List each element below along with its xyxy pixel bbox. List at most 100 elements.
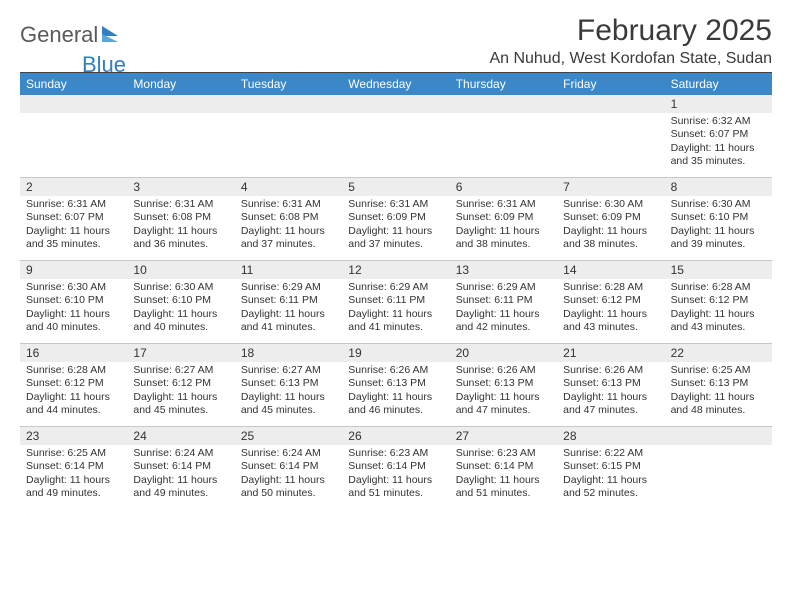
day-cell: Sunrise: 6:26 AMSunset: 6:13 PMDaylight:… (342, 362, 449, 426)
day-info-line: Sunrise: 6:31 AM (133, 198, 228, 211)
day-info-line: Daylight: 11 hours and 51 minutes. (348, 474, 443, 501)
day-info-line: Sunrise: 6:29 AM (456, 281, 551, 294)
day-info-line: Sunrise: 6:30 AM (671, 198, 766, 211)
day-cell (557, 113, 664, 177)
day-number: 5 (342, 178, 449, 196)
day-info-line: Sunrise: 6:31 AM (456, 198, 551, 211)
day-number: 18 (235, 344, 342, 362)
day-info-line: Daylight: 11 hours and 42 minutes. (456, 308, 551, 335)
week-row: Sunrise: 6:31 AMSunset: 6:07 PMDaylight:… (20, 196, 772, 261)
week-number-band: 16171819202122 (20, 344, 772, 362)
day-info-line: Daylight: 11 hours and 49 minutes. (26, 474, 121, 501)
day-number: 26 (342, 427, 449, 445)
day-info-line: Sunrise: 6:28 AM (671, 281, 766, 294)
day-cell: Sunrise: 6:28 AMSunset: 6:12 PMDaylight:… (557, 279, 664, 343)
day-info-line: Daylight: 11 hours and 50 minutes. (241, 474, 336, 501)
logo-text-blue: Blue (82, 52, 126, 78)
day-info-line: Sunset: 6:13 PM (241, 377, 336, 390)
week-number-band: 2345678 (20, 178, 772, 196)
day-number: 27 (450, 427, 557, 445)
day-info-line: Sunrise: 6:27 AM (241, 364, 336, 377)
day-number (557, 95, 664, 113)
day-info-line: Daylight: 11 hours and 45 minutes. (133, 391, 228, 418)
day-info-line: Sunset: 6:13 PM (348, 377, 443, 390)
logo-text-general: General (20, 22, 98, 48)
day-info-line: Sunrise: 6:25 AM (671, 364, 766, 377)
day-info-line: Daylight: 11 hours and 47 minutes. (563, 391, 658, 418)
day-info-line: Sunset: 6:14 PM (456, 460, 551, 473)
day-info-line: Sunset: 6:10 PM (671, 211, 766, 224)
day-info-line: Daylight: 11 hours and 43 minutes. (563, 308, 658, 335)
day-info-line: Sunset: 6:14 PM (348, 460, 443, 473)
day-info-line: Sunrise: 6:31 AM (26, 198, 121, 211)
day-cell (665, 445, 772, 509)
week-row: Sunrise: 6:25 AMSunset: 6:14 PMDaylight:… (20, 445, 772, 509)
calendar-page: General February 2025 An Nuhud, West Kor… (0, 0, 792, 523)
day-cell: Sunrise: 6:27 AMSunset: 6:12 PMDaylight:… (127, 362, 234, 426)
day-cell: Sunrise: 6:26 AMSunset: 6:13 PMDaylight:… (557, 362, 664, 426)
day-number: 9 (20, 261, 127, 279)
day-info-line: Sunrise: 6:23 AM (456, 447, 551, 460)
day-cell: Sunrise: 6:30 AMSunset: 6:10 PMDaylight:… (665, 196, 772, 260)
day-cell: Sunrise: 6:28 AMSunset: 6:12 PMDaylight:… (20, 362, 127, 426)
day-number: 21 (557, 344, 664, 362)
day-info-line: Sunrise: 6:28 AM (563, 281, 658, 294)
day-info-line: Sunset: 6:08 PM (133, 211, 228, 224)
day-info-line: Daylight: 11 hours and 38 minutes. (563, 225, 658, 252)
location-subtitle: An Nuhud, West Kordofan State, Sudan (489, 50, 772, 68)
day-number: 13 (450, 261, 557, 279)
day-info-line: Sunrise: 6:28 AM (26, 364, 121, 377)
day-info-line: Daylight: 11 hours and 36 minutes. (133, 225, 228, 252)
day-info-line: Sunset: 6:14 PM (26, 460, 121, 473)
day-cell: Sunrise: 6:27 AMSunset: 6:13 PMDaylight:… (235, 362, 342, 426)
day-number: 25 (235, 427, 342, 445)
week-row: Sunrise: 6:28 AMSunset: 6:12 PMDaylight:… (20, 362, 772, 427)
day-cell: Sunrise: 6:31 AMSunset: 6:08 PMDaylight:… (235, 196, 342, 260)
day-number (665, 427, 772, 445)
day-info-line: Daylight: 11 hours and 41 minutes. (348, 308, 443, 335)
week-row: Sunrise: 6:32 AMSunset: 6:07 PMDaylight:… (20, 113, 772, 178)
day-cell: Sunrise: 6:29 AMSunset: 6:11 PMDaylight:… (342, 279, 449, 343)
day-number: 10 (127, 261, 234, 279)
day-info-line: Sunset: 6:09 PM (456, 211, 551, 224)
day-number: 14 (557, 261, 664, 279)
day-cell (127, 113, 234, 177)
day-number: 22 (665, 344, 772, 362)
day-info-line: Daylight: 11 hours and 43 minutes. (671, 308, 766, 335)
day-number: 1 (665, 95, 772, 113)
day-info-line: Daylight: 11 hours and 41 minutes. (241, 308, 336, 335)
day-cell: Sunrise: 6:30 AMSunset: 6:10 PMDaylight:… (127, 279, 234, 343)
day-info-line: Sunrise: 6:26 AM (348, 364, 443, 377)
weeks-container: 1Sunrise: 6:32 AMSunset: 6:07 PMDaylight… (20, 95, 772, 509)
day-cell: Sunrise: 6:32 AMSunset: 6:07 PMDaylight:… (665, 113, 772, 177)
day-of-week-label: Monday (127, 73, 234, 95)
day-info-line: Sunrise: 6:29 AM (348, 281, 443, 294)
day-info-line: Daylight: 11 hours and 39 minutes. (671, 225, 766, 252)
week-number-band: 232425262728 (20, 427, 772, 445)
day-info-line: Sunset: 6:11 PM (348, 294, 443, 307)
day-info-line: Sunrise: 6:24 AM (133, 447, 228, 460)
day-cell: Sunrise: 6:30 AMSunset: 6:09 PMDaylight:… (557, 196, 664, 260)
day-info-line: Sunset: 6:13 PM (671, 377, 766, 390)
day-number (342, 95, 449, 113)
day-number: 3 (127, 178, 234, 196)
day-info-line: Daylight: 11 hours and 45 minutes. (241, 391, 336, 418)
day-cell: Sunrise: 6:24 AMSunset: 6:14 PMDaylight:… (127, 445, 234, 509)
week-number-band: 1 (20, 95, 772, 113)
day-number (450, 95, 557, 113)
day-info-line: Daylight: 11 hours and 46 minutes. (348, 391, 443, 418)
day-info-line: Sunrise: 6:30 AM (133, 281, 228, 294)
logo-triangle-icon (102, 26, 118, 36)
day-number: 4 (235, 178, 342, 196)
day-info-line: Sunrise: 6:25 AM (26, 447, 121, 460)
day-cell: Sunrise: 6:22 AMSunset: 6:15 PMDaylight:… (557, 445, 664, 509)
title-block: February 2025 An Nuhud, West Kordofan St… (489, 14, 772, 68)
day-number (127, 95, 234, 113)
day-info-line: Daylight: 11 hours and 47 minutes. (456, 391, 551, 418)
day-info-line: Sunset: 6:10 PM (26, 294, 121, 307)
day-cell: Sunrise: 6:24 AMSunset: 6:14 PMDaylight:… (235, 445, 342, 509)
day-info-line: Daylight: 11 hours and 44 minutes. (26, 391, 121, 418)
page-header: General February 2025 An Nuhud, West Kor… (20, 14, 772, 68)
day-of-week-label: Saturday (665, 73, 772, 95)
day-info-line: Sunset: 6:12 PM (26, 377, 121, 390)
